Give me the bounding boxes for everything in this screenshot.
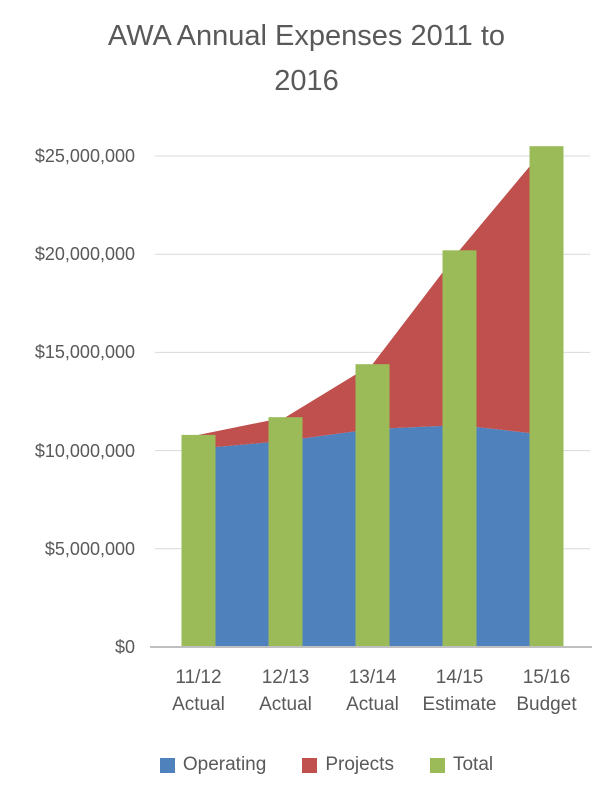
chart-title-line2: 2016 [274,65,339,97]
legend: Operating Projects Total [40,753,613,777]
legend-label-total: Total [452,754,494,775]
chart-title-line1: AWA Annual Expenses 2011 to [107,20,506,52]
legend-item-projects: Projects [302,753,394,777]
y-axis-tick-label-15m: $15,000,000 [34,342,135,363]
legend-item-total: Total [429,753,494,777]
legend-label-projects: Projects [325,754,394,775]
bar-total-3 [442,250,477,648]
bar-total-4 [529,146,564,647]
legend-item-operating: Operating [159,753,267,777]
total-swatch-icon [429,757,445,773]
y-axis: $25,000,000 $20,000,000 $15,000,000 $10,… [0,0,135,799]
projects-swatch-icon [302,757,318,773]
bar-total-2 [355,364,390,647]
y-axis-tick-label-20m: $20,000,000 [34,244,135,265]
y-axis-tick-label-5m: $5,000,000 [44,538,135,559]
operating-swatch-icon [159,757,175,773]
y-axis-tick-label-10m: $10,000,000 [34,440,135,461]
bar-total-1 [268,417,303,647]
y-axis-tick-label-0: $0 [114,637,135,657]
chart-title: AWA Annual Expenses 2011 to 2016 [0,14,613,104]
y-axis-tick-label-25m: $25,000,000 [34,146,135,166]
bar-total-0 [181,434,216,647]
legend-label-operating: Operating [182,754,267,775]
